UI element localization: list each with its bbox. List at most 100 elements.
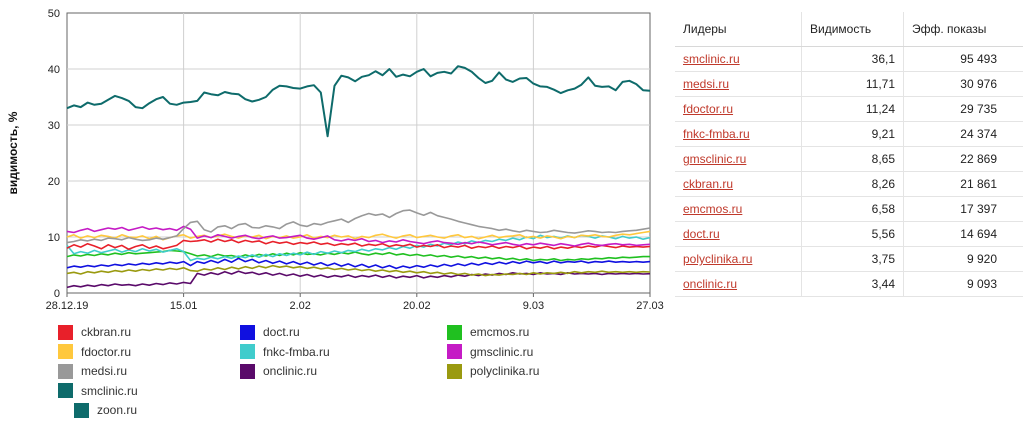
legend-swatch: [58, 324, 73, 340]
series-line-polyclinika-ru: [66, 264, 651, 277]
legend-item[interactable]: gmsclinic.ru: [447, 343, 533, 361]
legend-item[interactable]: medsi.ru: [58, 362, 127, 380]
legend-item[interactable]: fnkc-fmba.ru: [240, 343, 330, 361]
legend-swatch: [240, 324, 255, 340]
chart-svg: 0 10 20 30 40 50 28.12.19 15.01 2.02 20.02 9.03 27.…: [6, 8, 664, 312]
visibility-cell: 6,58: [801, 196, 904, 222]
site-cell: fdoctor.ru: [675, 96, 802, 122]
impressions-cell: 17 397: [903, 196, 1023, 222]
table-row: emcmos.ru 6,58 17 397: [675, 196, 1023, 222]
legend-label: smclinic.ru: [81, 383, 138, 398]
leaders-table: Лидеры Видимость Эфф. показы smclinic.ru…: [675, 12, 1023, 297]
site-link[interactable]: polyclinika.ru: [683, 252, 753, 266]
y-tick-label: 0: [54, 288, 60, 300]
legend-item[interactable]: emcmos.ru: [447, 323, 529, 341]
y-tick-label: 10: [48, 232, 60, 244]
legend-item[interactable]: onclinic.ru: [240, 362, 317, 380]
legend-label: gmsclinic.ru: [470, 344, 534, 359]
y-tick-label: 30: [48, 120, 60, 132]
legend-item[interactable]: smclinic.ru: [58, 382, 138, 400]
impressions-cell: 95 493: [903, 46, 1023, 72]
visibility-cell: 3,44: [801, 271, 904, 297]
visibility-cell: 8,65: [801, 146, 904, 172]
y-tick-label: 40: [48, 64, 60, 76]
site-link[interactable]: gmsclinic.ru: [683, 152, 747, 166]
impressions-cell: 30 976: [903, 71, 1023, 97]
visibility-cell: 3,75: [801, 246, 904, 272]
legend-swatch: [447, 324, 462, 340]
legend-label: ckbran.ru: [81, 325, 132, 339]
impressions-cell: 22 869: [903, 146, 1023, 172]
legend-swatch: [447, 344, 462, 359]
x-tick-label: 2.02: [289, 300, 310, 312]
site-cell: onclinic.ru: [675, 271, 802, 297]
site-cell: emcmos.ru: [675, 196, 802, 222]
site-link[interactable]: doct.ru: [683, 227, 720, 241]
legend-swatch: [58, 363, 73, 379]
legend-swatch: [447, 363, 462, 379]
table-row: smclinic.ru 36,1 95 493: [675, 46, 1023, 72]
series-line-gmsclinic-ru: [66, 225, 651, 247]
series-line-medsi-ru: [66, 209, 651, 244]
legend-swatch: [240, 344, 255, 359]
site-cell: ckbran.ru: [675, 171, 802, 197]
visibility-cell: 11,24: [801, 96, 904, 122]
legend-item[interactable]: polyclinika.ru: [447, 362, 539, 380]
leaders-header-row: Лидеры Видимость Эфф. показы: [675, 12, 1023, 47]
table-row: ckbran.ru 8,26 21 861: [675, 171, 1023, 197]
legend-label: polyclinika.ru: [470, 364, 540, 378]
site-cell: polyclinika.ru: [675, 246, 802, 272]
site-cell: doct.ru: [675, 221, 802, 247]
site-link[interactable]: medsi.ru: [683, 77, 730, 91]
legend-label: emcmos.ru: [470, 325, 530, 339]
x-tick-label: 28.12.19: [46, 300, 89, 312]
impressions-cell: 9 093: [903, 271, 1023, 297]
legend-item[interactable]: doct.ru: [240, 323, 300, 341]
legend-label: onclinic.ru: [263, 364, 318, 378]
legend-item[interactable]: fdoctor.ru: [58, 343, 131, 361]
x-tick-label: 27.03: [636, 300, 664, 312]
series-line-doct-ru: [66, 257, 651, 270]
legend-swatch: [240, 363, 255, 379]
legend-item[interactable]: ckbran.ru: [58, 323, 131, 341]
impressions-cell: 14 694: [903, 221, 1023, 247]
legend-label: fdoctor.ru: [81, 344, 132, 359]
legend-swatch: [58, 383, 73, 398]
series-line-ckbran-ru: [66, 238, 651, 251]
site-link[interactable]: fdoctor.ru: [683, 102, 734, 116]
header-impressions: Эфф. показы: [903, 12, 1023, 47]
header-leaders: Лидеры: [675, 12, 802, 47]
site-link[interactable]: fnkc-fmba.ru: [683, 127, 750, 141]
site-link[interactable]: emcmos.ru: [683, 202, 743, 216]
legend-label: medsi.ru: [81, 364, 128, 378]
legend-item[interactable]: zoon.ru: [74, 401, 137, 419]
legend-swatch: [74, 402, 89, 418]
x-tick-label: 9.03: [523, 300, 544, 312]
site-cell: medsi.ru: [675, 71, 802, 97]
y-axis-label: видимость, %: [6, 111, 20, 194]
site-link[interactable]: onclinic.ru: [683, 277, 738, 291]
legend-label: doct.ru: [263, 325, 300, 339]
legend-label: fnkc-fmba.ru: [263, 344, 330, 359]
x-tick-label: 20.02: [403, 300, 431, 312]
chart-legend: ckbran.ru fdoctor.ru medsi.ru smclinic.ru zo…: [0, 318, 670, 438]
legend-swatch: [58, 344, 73, 359]
visibility-cell: 36,1: [801, 46, 904, 72]
impressions-cell: 9 920: [903, 246, 1023, 272]
visibility-cell: 9,21: [801, 121, 904, 147]
table-row: onclinic.ru 3,44 9 093: [675, 271, 1023, 297]
site-cell: fnkc-fmba.ru: [675, 121, 802, 147]
impressions-cell: 29 735: [903, 96, 1023, 122]
header-visibility: Видимость: [801, 12, 904, 47]
site-link[interactable]: ckbran.ru: [683, 177, 734, 191]
table-row: doct.ru 5,56 14 694: [675, 221, 1023, 247]
table-row: medsi.ru 11,71 30 976: [675, 71, 1023, 97]
table-row: gmsclinic.ru 8,65 22 869: [675, 146, 1023, 172]
visibility-chart: 0 10 20 30 40 50 28.12.19 15.01 2.02 20.02 9.03 27.…: [0, 0, 670, 318]
legend-label: zoon.ru: [97, 403, 138, 417]
series-line-smclinic-ru: [66, 65, 651, 138]
visibility-cell: 5,56: [801, 221, 904, 247]
chart-axes: 0 10 20 30 40 50 28.12.19 15.01 2.02 20.02 9.03 27.…: [6, 8, 664, 312]
plot-area: [66, 12, 651, 294]
site-link[interactable]: smclinic.ru: [683, 52, 740, 66]
